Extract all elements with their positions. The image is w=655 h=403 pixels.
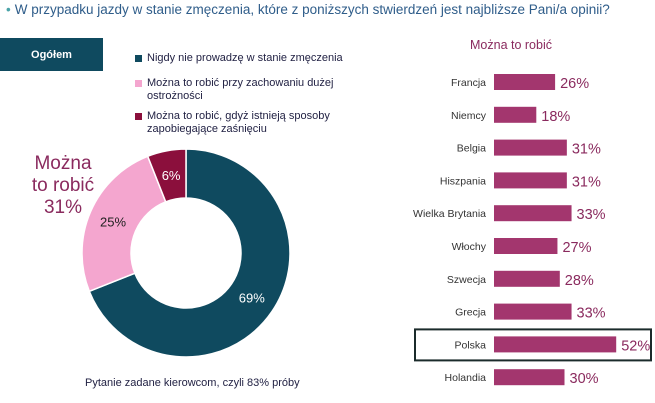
bar-value-label: 26% <box>560 76 589 92</box>
slice-label: 25% <box>100 214 126 229</box>
bar <box>494 238 558 254</box>
segment-tag: Ogółem <box>0 38 103 71</box>
callout-line1: Można <box>34 153 92 174</box>
bar <box>494 74 556 90</box>
bar-value-label: 31% <box>572 142 601 158</box>
pie-slice <box>81 155 167 293</box>
bar <box>494 106 537 123</box>
bar-value-label: 18% <box>541 109 570 125</box>
legend-label: Można to robić przy zachowaniu dużej ost… <box>147 77 334 102</box>
bar-category-label: Polska <box>454 339 486 351</box>
bar-category-label: Hiszpania <box>440 175 486 187</box>
bar-category-label: Włochy <box>452 241 487 253</box>
bar <box>494 369 565 386</box>
legend-item: Nigdy nie prowadzę w stanie zmęczenia <box>135 52 385 65</box>
bar-category-label: Niemcy <box>451 110 487 122</box>
bar <box>494 303 572 320</box>
bar-category-label: Holandia <box>445 372 487 384</box>
callout: Można to robić 31% <box>20 153 106 219</box>
bar <box>494 172 567 189</box>
legend-label: Można to robić, gdyż istnieją sposoby za… <box>147 110 330 135</box>
footnote: Pytanie zadane kierowcom, czyli 83% prób… <box>85 377 300 389</box>
bar-category-label: Belgia <box>457 143 486 155</box>
bar-value-label: 52% <box>621 338 650 354</box>
callout-value: 31% <box>43 197 83 218</box>
bar <box>494 336 617 353</box>
legend-swatch <box>135 113 142 120</box>
bar <box>494 270 560 287</box>
legend-swatch <box>135 55 142 62</box>
bar <box>494 139 567 156</box>
callout-line2: to robić <box>31 175 95 196</box>
bar-category-label: Grecja <box>455 307 486 319</box>
bar-category-label: Szwecja <box>447 274 486 286</box>
bar <box>494 205 572 222</box>
bullet: • <box>6 2 11 17</box>
slice-label: 69% <box>239 291 265 306</box>
bar-chart-title: Można to robić <box>470 38 552 52</box>
question-label: W przypadku jazdy w stanie zmęczenia, kt… <box>14 2 610 17</box>
legend-label: Nigdy nie prowadzę w stanie zmęczenia <box>147 52 343 64</box>
bar-value-label: 31% <box>572 174 601 190</box>
bar-value-label: 27% <box>562 240 591 256</box>
highlight-box <box>414 328 652 362</box>
bar-value-label: 30% <box>570 371 599 387</box>
bar-category-label: Francja <box>451 77 486 89</box>
legend-item: Można to robić przy zachowaniu dużej ost… <box>135 77 385 103</box>
bar-value-label: 33% <box>577 207 606 223</box>
bar-value-label: 33% <box>577 306 606 322</box>
bar-value-label: 28% <box>565 273 594 289</box>
legend-item: Można to robić, gdyż istnieją sposoby za… <box>135 110 385 136</box>
pie-slice <box>88 148 291 358</box>
pie-legend: Nigdy nie prowadzę w stanie zmęczenia Mo… <box>135 52 385 143</box>
bar-category-label: Wielka Brytania <box>413 208 486 220</box>
question-text: • W przypadku jazdy w stanie zmęczenia, k… <box>6 2 610 17</box>
pie-slice <box>146 148 187 203</box>
slice-label: 6% <box>162 168 181 183</box>
legend-swatch <box>135 80 142 87</box>
